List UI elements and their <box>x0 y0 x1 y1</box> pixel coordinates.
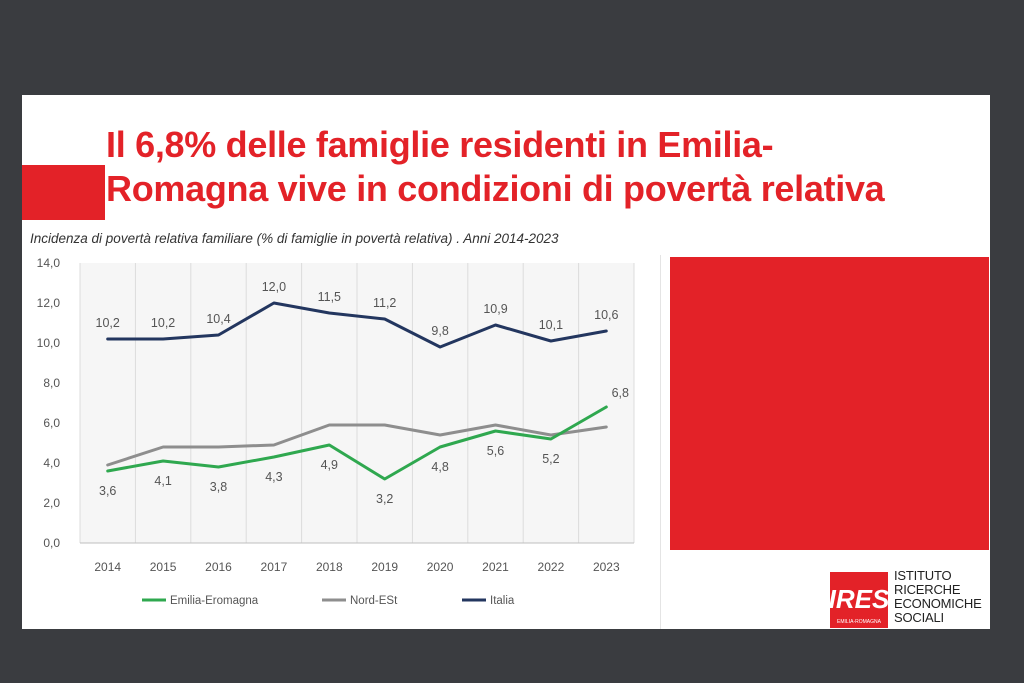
logo-line-3: ECONOMICHE <box>894 596 982 611</box>
red-panel <box>670 257 989 550</box>
x-tick-label: 2018 <box>316 560 343 574</box>
x-tick-label: 2016 <box>205 560 232 574</box>
data-label: 10,6 <box>594 308 618 322</box>
logo-line-1: ISTITUTO <box>894 568 952 583</box>
chart-subtitle: Incidenza di povertà relativa familiare … <box>30 231 559 246</box>
data-label: 3,6 <box>99 484 116 498</box>
y-tick-label: 0,0 <box>43 536 60 550</box>
data-label: 10,9 <box>483 302 507 316</box>
data-label: 12,0 <box>262 280 286 294</box>
accent-bar <box>22 165 105 220</box>
x-tick-label: 2022 <box>538 560 565 574</box>
data-label: 10,2 <box>151 316 175 330</box>
headline-line-1: Il 6,8% delle famiglie residenti in Emil… <box>106 124 774 165</box>
ires-logo-mark: IRES EMILIA-ROMAGNA <box>830 572 888 628</box>
data-label: 10,4 <box>206 312 230 326</box>
data-label: 4,9 <box>321 458 338 472</box>
x-tick-label: 2021 <box>482 560 509 574</box>
x-tick-label: 2017 <box>261 560 288 574</box>
logo-wordmark: ISTITUTO RICERCHE ECONOMICHE SOCIALI <box>894 569 990 625</box>
panel-divider <box>660 255 661 629</box>
y-tick-label: 8,0 <box>43 376 60 390</box>
legend-label: Italia <box>490 595 515 607</box>
headline: Il 6,8% delle famiglie residenti in Emil… <box>106 123 986 211</box>
data-label: 10,2 <box>96 316 120 330</box>
line-chart: 0,0 2,0 4,0 6,0 8,0 10,0 12,0 14,0 2014 2015 2016 2… <box>37 256 635 607</box>
logo-mark-subtext: EMILIA-ROMAGNA <box>837 619 882 625</box>
y-tick-label: 14,0 <box>37 256 61 270</box>
x-tick-label: 2014 <box>94 560 121 574</box>
series-line-emilia-eromagna <box>106 405 608 481</box>
data-label: 3,2 <box>376 492 393 506</box>
data-label: 11,2 <box>373 296 396 310</box>
y-tick-label: 12,0 <box>37 296 61 310</box>
data-label: 5,6 <box>487 444 504 458</box>
data-label: 10,1 <box>539 318 563 332</box>
legend-label: Emilia-Eromagna <box>170 595 259 607</box>
logo-line-4: SOCIALI <box>894 610 944 625</box>
x-tick-label: 2023 <box>593 560 620 574</box>
y-tick-label: 10,0 <box>37 336 61 350</box>
data-label: 5,2 <box>542 452 559 466</box>
x-tick-label: 2019 <box>371 560 398 574</box>
x-tick-label: 2015 <box>150 560 177 574</box>
logo-mark-text: IRES <box>830 584 888 614</box>
data-label: 4,1 <box>154 474 171 488</box>
slide: Il 6,8% delle famiglie residenti in Emil… <box>22 95 990 629</box>
y-tick-label: 6,0 <box>43 416 60 430</box>
y-tick-label: 2,0 <box>43 496 60 510</box>
data-label: 9,8 <box>431 324 448 338</box>
series-line-italia <box>106 301 608 349</box>
y-tick-label: 4,0 <box>43 456 60 470</box>
data-label: 4,3 <box>265 470 282 484</box>
ires-logo: IRES EMILIA-ROMAGNA ISTITUTO RICERCHE EC… <box>830 569 990 629</box>
x-tick-label: 2020 <box>427 560 454 574</box>
logo-line-2: RICERCHE <box>894 582 961 597</box>
data-label: 3,8 <box>210 480 227 494</box>
data-label: 11,5 <box>318 290 341 304</box>
logo-mark-background <box>830 572 888 628</box>
legend-label: Nord-ESt <box>350 595 398 607</box>
series-line-nord-est <box>106 423 608 467</box>
headline-line-2: Romagna vive in condizioni di povertà re… <box>106 168 885 209</box>
data-label: 4,8 <box>431 460 448 474</box>
data-label: 6,8 <box>612 386 629 400</box>
